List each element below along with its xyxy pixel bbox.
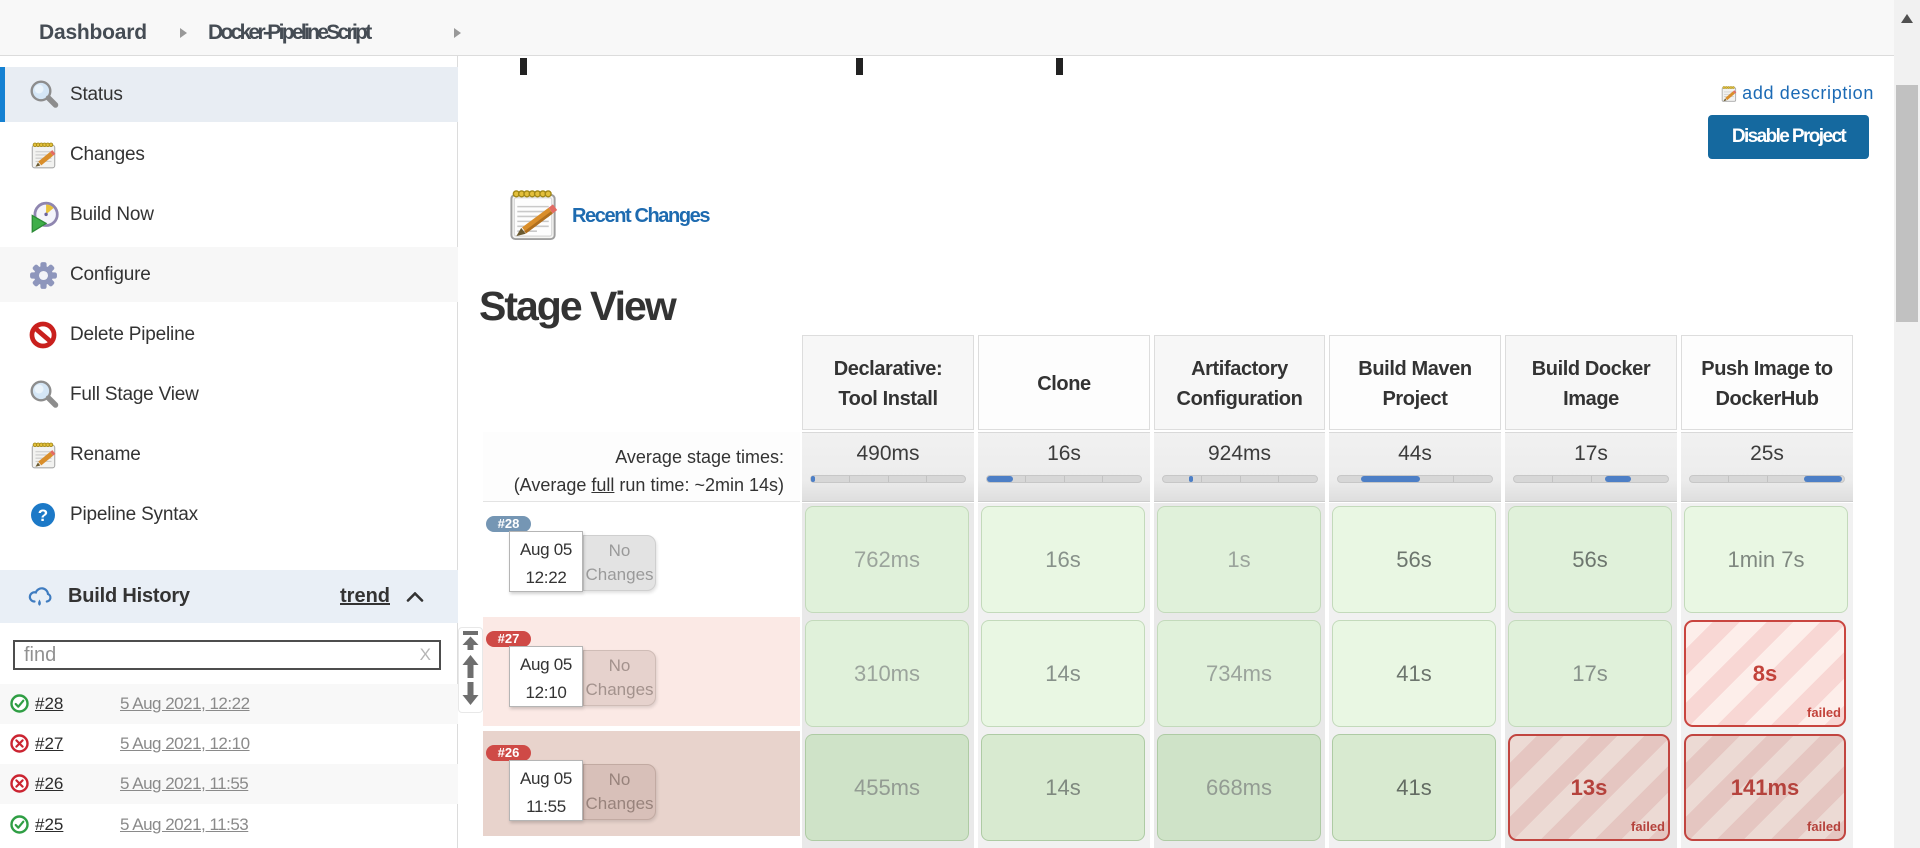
svg-text:?: ?	[38, 506, 48, 525]
